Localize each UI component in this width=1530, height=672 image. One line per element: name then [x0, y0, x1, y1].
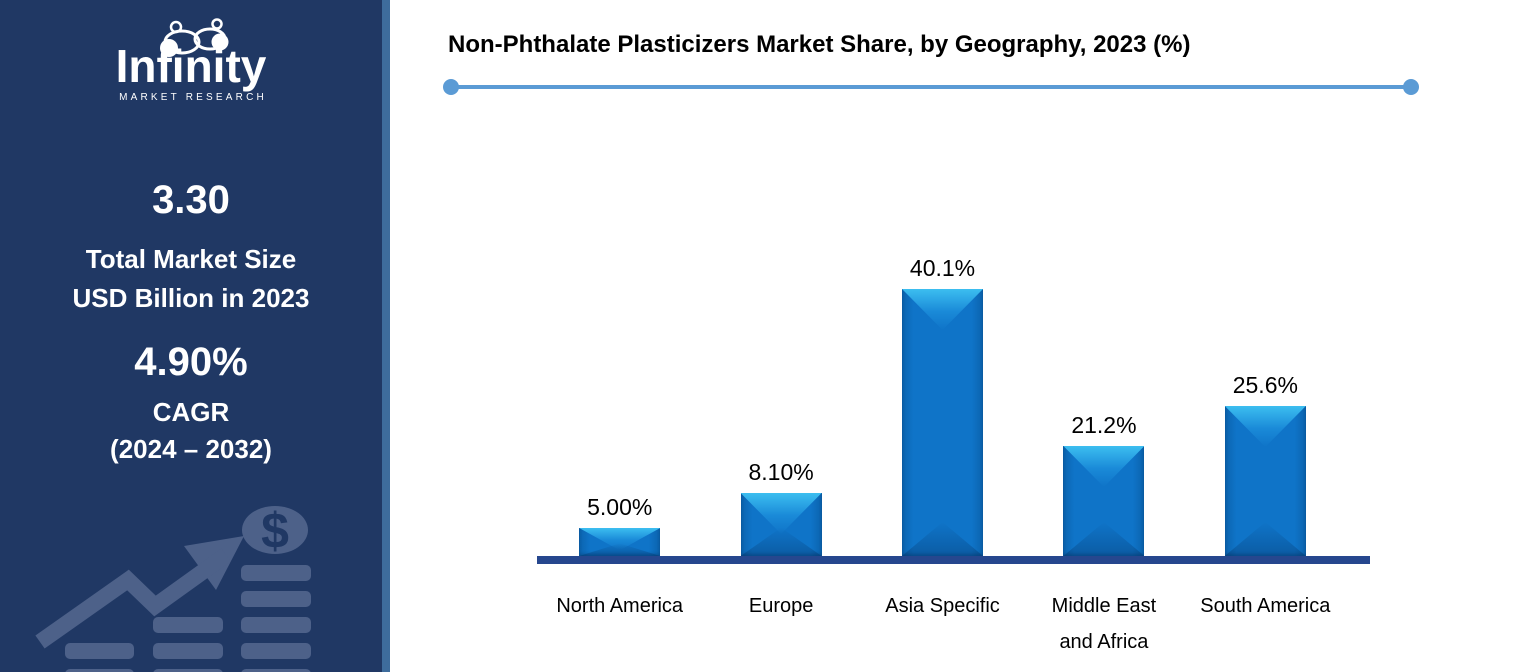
- market-size-label-line1: Total Market Size: [85, 244, 297, 274]
- market-size-value: 3.30: [152, 178, 230, 222]
- bar-group-middle-east-and-africa: 21.2%: [1023, 0, 1184, 556]
- market-size-label-line2: USD Billion in 2023: [72, 283, 310, 313]
- infinity-logo-graphic: Infinity MARKET RESEARCH: [116, 18, 267, 103]
- arrow-shaft-icon: [35, 548, 231, 649]
- category-label-north-america: North America: [556, 595, 684, 617]
- x-axis-baseline: [537, 556, 1370, 564]
- bar-group-north-america: 5.00%: [539, 0, 700, 556]
- chart-title: Non-Phthalate Plasticizers Market Share,…: [448, 31, 1191, 58]
- title-divider: [443, 79, 1419, 95]
- bar-europe: [740, 493, 822, 556]
- value-label-south-america: 25.6%: [1232, 372, 1298, 398]
- value-label-europe: 8.10%: [748, 459, 814, 485]
- logo: Infinity MARKET RESEARCH: [0, 18, 382, 111]
- sidebar: Infinity MARKET RESEARCH 3.30 Total Mark…: [0, 0, 382, 672]
- infinity-dot-right: [211, 33, 229, 51]
- growth-chart-icon: $: [35, 503, 311, 672]
- category-label-europe: Europe: [748, 595, 814, 617]
- sidebar-edge-strip: [382, 0, 390, 672]
- dollar-sign-icon: $: [261, 503, 289, 559]
- cagr-label-line2: (2024 – 2032): [110, 434, 272, 464]
- bar-middle-east-and-africa: [1063, 446, 1145, 556]
- bar-group-europe: 8.10%: [700, 0, 861, 556]
- divider-line: [451, 85, 1411, 89]
- bar-group-asia-specific: 40.1%: [862, 0, 1023, 556]
- cagr-label-line1: CAGR: [152, 397, 230, 427]
- category-label-middle-east-and-africa: Middle East and Africa: [1051, 595, 1157, 653]
- plot-area: 5.00% 8.10% 40.1% 21.2% 25.6%: [539, 0, 1346, 556]
- bar-north-america: [579, 528, 661, 556]
- category-label-south-america: South America: [1200, 595, 1331, 617]
- bar-group-south-america: 25.6%: [1185, 0, 1346, 556]
- logo-brand-text: Infinity: [116, 40, 267, 92]
- divider-dot-right-icon: [1403, 79, 1419, 95]
- infinity-dot-left: [160, 39, 178, 57]
- value-label-asia-specific: 40.1%: [909, 255, 976, 281]
- bar-south-america: [1224, 406, 1306, 556]
- dollar-coin-icon: [242, 506, 308, 554]
- value-label-north-america: 5.00%: [587, 494, 653, 520]
- category-label-asia-specific: Asia Specific: [885, 595, 1000, 617]
- cagr-value: 4.90%: [134, 340, 248, 384]
- logo-subtitle-text: MARKET RESEARCH: [119, 92, 267, 103]
- bar-asia-specific: [902, 289, 984, 556]
- category-row: North America Europe Asia Specific Middle E…: [539, 588, 1346, 660]
- value-label-middle-east-and-africa: 21.2%: [1071, 412, 1137, 438]
